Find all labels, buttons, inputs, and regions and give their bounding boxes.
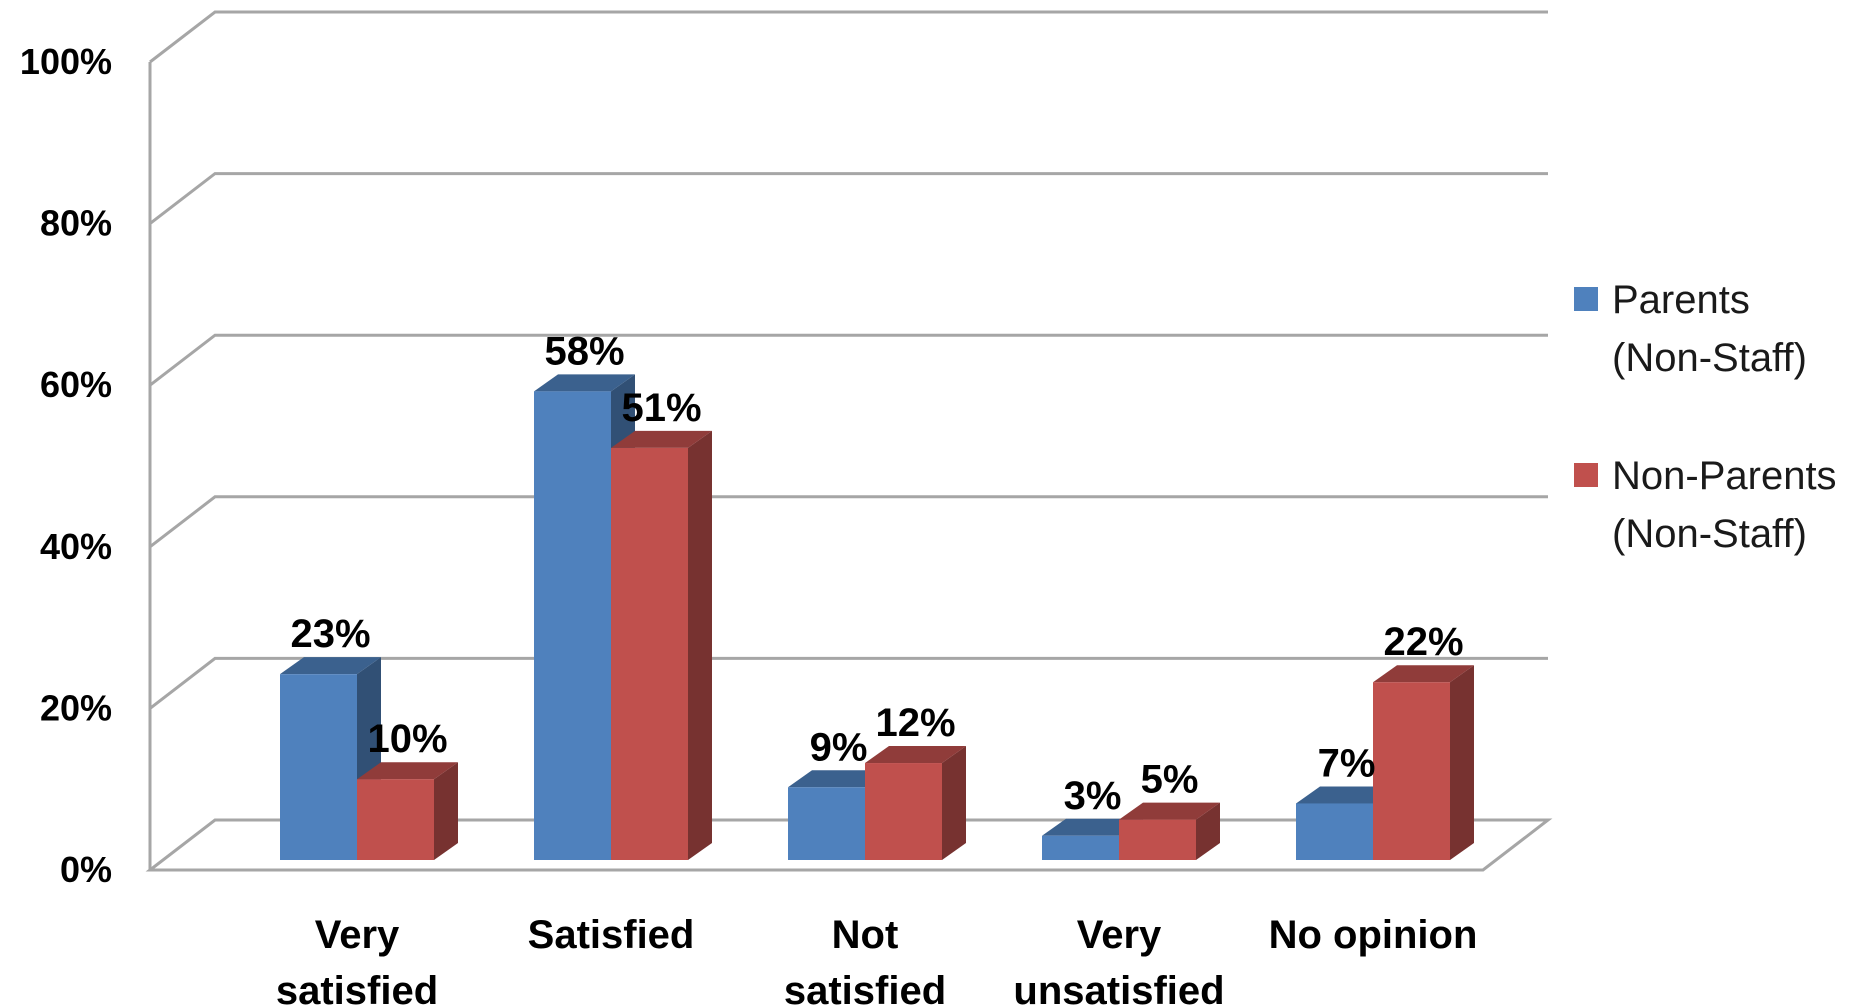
legend: Parents (Non-Staff) Non-Parents (Non-Staff) xyxy=(1574,278,1837,556)
bar xyxy=(865,746,966,860)
bar-side xyxy=(942,746,966,860)
bar xyxy=(1373,665,1474,860)
bar-top xyxy=(1373,665,1474,683)
bar-top xyxy=(1042,818,1143,836)
gridline xyxy=(149,333,1548,387)
bar-front xyxy=(788,787,865,860)
bar-top xyxy=(1119,802,1220,820)
legend-label: Non-Parents (Non-Staff) xyxy=(1612,454,1837,556)
gridline xyxy=(149,10,1548,64)
bar-front xyxy=(1373,682,1450,860)
data-label: 51% xyxy=(621,386,701,430)
bar-front xyxy=(534,391,611,860)
bar-side xyxy=(434,762,458,860)
data-label: 3% xyxy=(1064,774,1122,818)
y-tick-label: 100% xyxy=(20,41,112,82)
data-labels: 23% 10% 58% 51% 9%12% 3% 5% 7% 22% xyxy=(290,329,1463,817)
legend-label: Parents (Non-Staff) xyxy=(1612,278,1807,380)
data-label: 9% xyxy=(810,725,868,769)
legend-item: Non-Parents (Non-Staff) xyxy=(1574,454,1837,556)
bar-front xyxy=(280,674,357,860)
bar xyxy=(611,430,712,860)
x-axis-ticks: Very satisfied Satisfied Not satisfied Very un… xyxy=(276,913,1478,1006)
bar xyxy=(357,762,458,860)
x-tick-label: No opinion xyxy=(1269,913,1478,957)
legend-swatch xyxy=(1574,463,1598,487)
gridline xyxy=(149,656,1548,710)
data-label: 10% xyxy=(367,717,447,761)
y-tick-label: 80% xyxy=(40,203,112,244)
y-tick-label: 20% xyxy=(40,687,112,728)
bar-top xyxy=(534,374,635,392)
bar-front xyxy=(865,763,942,860)
bar-top xyxy=(1296,786,1397,804)
bar-front xyxy=(611,447,688,860)
data-label: 22% xyxy=(1383,620,1463,664)
y-axis-ticks: 0% 20% 40% 60% 80% 100% xyxy=(20,41,112,890)
y-tick-label: 0% xyxy=(60,849,112,890)
bar-top xyxy=(357,762,458,780)
data-label: 23% xyxy=(290,612,370,656)
x-tick-label: Very satisfied xyxy=(276,913,438,1006)
x-tick-label: Not satisfied xyxy=(784,913,946,1006)
bar-top xyxy=(865,746,966,764)
bar-side xyxy=(1196,802,1220,860)
gridlines xyxy=(149,10,1548,710)
gridline xyxy=(149,495,1548,548)
legend-item: Parents (Non-Staff) xyxy=(1574,278,1807,380)
bar xyxy=(1119,802,1220,860)
bar-front xyxy=(1042,835,1119,860)
data-label: 7% xyxy=(1318,741,1376,785)
gridline xyxy=(149,172,1548,225)
bar-side xyxy=(688,430,712,860)
bar-top xyxy=(611,430,712,448)
data-label: 58% xyxy=(544,329,624,373)
bar-front xyxy=(1296,803,1373,860)
bar-top xyxy=(280,657,381,675)
bar xyxy=(280,657,381,860)
y-tick-label: 60% xyxy=(40,364,112,405)
y-tick-label: 40% xyxy=(40,526,112,567)
data-label: 12% xyxy=(875,701,955,745)
bar-side xyxy=(1450,665,1474,860)
x-tick-label: Very unsatisfied xyxy=(1013,913,1224,1006)
bar-front xyxy=(357,779,434,860)
bar-top xyxy=(788,770,889,788)
bars xyxy=(280,374,1474,860)
data-label: 5% xyxy=(1141,758,1199,802)
bar-front xyxy=(1119,819,1196,860)
x-tick-label: Satisfied xyxy=(528,913,695,957)
legend-swatch xyxy=(1574,287,1598,311)
